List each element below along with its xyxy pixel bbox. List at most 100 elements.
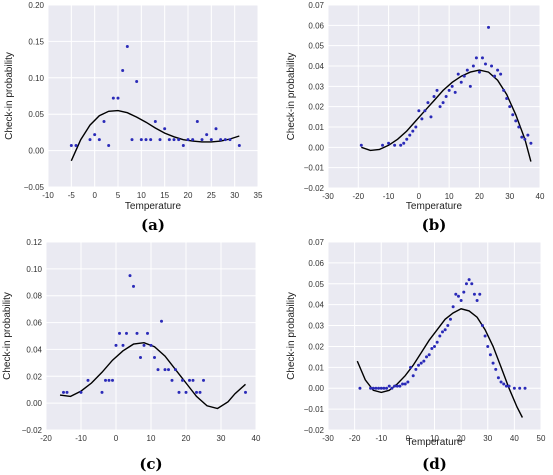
- y-tick-label: 0.00: [26, 399, 42, 408]
- data-point: [174, 368, 177, 372]
- data-point: [214, 127, 218, 131]
- data-point: [139, 138, 143, 142]
- data-point: [100, 390, 104, 394]
- data-point: [195, 390, 198, 394]
- data-point: [111, 378, 114, 382]
- data-point: [79, 390, 83, 394]
- data-point: [480, 324, 484, 328]
- data-point: [107, 144, 111, 148]
- data-point: [393, 143, 397, 147]
- data-point: [409, 365, 413, 369]
- data-point: [111, 96, 115, 100]
- y-tick-label: 0.00: [308, 384, 324, 393]
- y-tick-label: 0.06: [308, 259, 324, 268]
- data-point: [149, 138, 153, 142]
- data-point: [462, 290, 466, 294]
- y-tick-label: 0.03: [308, 322, 324, 331]
- data-point: [448, 317, 452, 321]
- data-point: [149, 343, 153, 347]
- data-point: [369, 386, 373, 390]
- data-point: [454, 292, 458, 296]
- data-point: [440, 330, 444, 334]
- data-point: [358, 386, 362, 390]
- x-tick-label: 0: [92, 191, 97, 200]
- data-point: [520, 135, 524, 139]
- data-point: [387, 384, 391, 388]
- data-point: [406, 380, 410, 384]
- data-point: [385, 386, 389, 390]
- data-point: [494, 367, 498, 371]
- y-tick-label: −0.02: [304, 184, 325, 193]
- data-point: [456, 294, 460, 298]
- data-point: [450, 84, 454, 88]
- data-point: [205, 133, 209, 137]
- data-point: [459, 80, 463, 84]
- data-point: [417, 109, 421, 113]
- data-point: [465, 68, 469, 72]
- data-point: [523, 386, 527, 390]
- data-point: [97, 138, 101, 142]
- data-point: [142, 343, 146, 347]
- x-tick-label: 25: [207, 191, 216, 200]
- y-tick-label: 0.10: [26, 265, 42, 274]
- fit-curve: [361, 69, 532, 162]
- data-point: [502, 88, 506, 92]
- data-point: [430, 347, 434, 351]
- x-tick-label: -10: [42, 191, 54, 200]
- data-point: [371, 386, 375, 390]
- data-point: [505, 97, 509, 101]
- data-point: [167, 138, 171, 142]
- data-point: [381, 143, 385, 147]
- data-point: [417, 363, 421, 367]
- data-point: [486, 344, 490, 348]
- data-point: [507, 384, 511, 388]
- data-point: [62, 390, 65, 394]
- data-point: [472, 292, 476, 296]
- data-point: [427, 353, 431, 357]
- y-tick-label: 0.07: [308, 238, 324, 247]
- y-tick-label: 0.06: [308, 21, 324, 30]
- y-tick-label: 0.01: [308, 123, 324, 132]
- y-tick-label: 0.05: [28, 110, 44, 119]
- x-tick-label: -10: [75, 434, 87, 443]
- data-point: [379, 386, 383, 390]
- fit-curve: [356, 308, 524, 418]
- y-tick-label: 0.06: [26, 319, 42, 328]
- data-point: [398, 384, 402, 388]
- panel-label: (b): [422, 216, 447, 234]
- data-point: [411, 129, 415, 133]
- data-point: [526, 133, 530, 137]
- data-point: [499, 72, 503, 76]
- data-point: [132, 284, 135, 288]
- data-point: [447, 88, 451, 92]
- data-point: [502, 382, 506, 386]
- y-tick-label: 0.05: [308, 280, 324, 289]
- plot-area: [48, 5, 258, 187]
- y-tick-label: 0.08: [26, 292, 42, 301]
- data-point: [402, 141, 406, 145]
- data-point: [104, 378, 107, 382]
- data-point: [468, 84, 472, 88]
- data-point: [423, 109, 427, 113]
- y-tick-label: 0.04: [308, 62, 324, 71]
- data-point: [508, 105, 512, 109]
- data-point: [491, 361, 495, 365]
- x-tick-label: 15: [160, 191, 169, 200]
- chart-panel: -30 -20 -10 0 10 20 30 40 50 −0.02 −0.01 0.00 0.01 0.…: [286, 238, 546, 473]
- chart-panel: -20 -10 0 10 20 30 40 −0.02 0.00 0.02 0.04 0.06 0.08…: [2, 238, 261, 473]
- data-point: [156, 368, 160, 372]
- data-point: [401, 382, 405, 386]
- data-point: [163, 127, 167, 131]
- data-point: [393, 384, 397, 388]
- data-point: [209, 138, 213, 142]
- data-point: [422, 359, 426, 363]
- data-point: [237, 144, 241, 148]
- data-point: [395, 384, 399, 388]
- data-point: [429, 115, 433, 119]
- data-point: [433, 344, 436, 348]
- y-tick-label: 0.00: [308, 143, 324, 152]
- y-tick-label: 0.10: [28, 74, 44, 83]
- data-point: [511, 113, 515, 117]
- y-tick-label: −0.02: [304, 426, 325, 435]
